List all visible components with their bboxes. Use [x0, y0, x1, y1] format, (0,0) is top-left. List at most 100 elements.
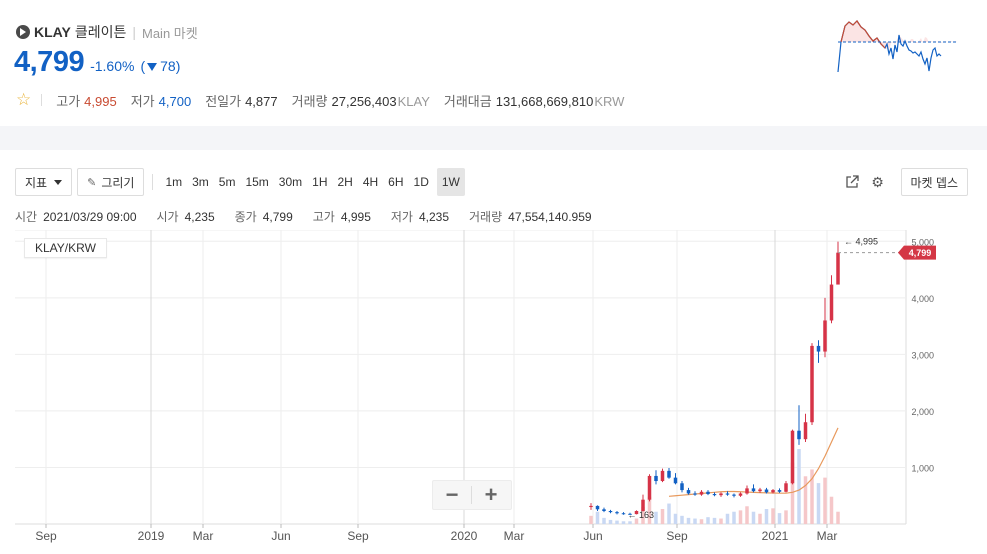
coin-korean-name: 클레이튼	[74, 24, 127, 40]
x-tick-label: Jun	[271, 529, 290, 543]
price-row: 4,799 -1.60% (78)	[14, 46, 180, 79]
interval-2h[interactable]: 2H	[337, 175, 353, 189]
candle-body	[699, 491, 704, 495]
sparkline-up-line	[840, 20, 886, 49]
x-tick-label: Sep	[347, 529, 369, 543]
candle-body	[823, 320, 827, 352]
interval-3m[interactable]: 3m	[192, 175, 209, 189]
x-tick-label: Sep	[35, 529, 57, 543]
volume-bar	[719, 518, 723, 524]
volume-bar	[771, 508, 775, 524]
stat-prev-label: 전일가	[205, 93, 242, 109]
stat-prev-close: 전일가 4,877	[205, 91, 277, 110]
candle-body	[764, 489, 769, 493]
y-tick-label: 5,000	[911, 237, 934, 247]
candle-body	[693, 493, 697, 495]
x-tick-label: 2019	[138, 529, 165, 543]
candle-body	[790, 430, 795, 484]
interval-1h[interactable]: 1H	[312, 175, 328, 189]
volume-bar	[667, 503, 671, 524]
candle-body	[784, 483, 788, 492]
volume-bar	[777, 513, 782, 524]
interval-5m[interactable]: 5m	[218, 175, 236, 189]
candle-body	[758, 489, 762, 492]
x-tick-label: Mar	[817, 529, 838, 543]
caret-down-icon	[54, 179, 63, 185]
candle-body	[595, 505, 600, 510]
ohlc-time-label: 시간	[15, 210, 38, 224]
candlestick-chart[interactable]: 1,000 2,000 3,000 4,000 5,000 Sep 2019 Mar Jun Se…	[0, 230, 987, 554]
coin-symbol: KLAY	[34, 24, 71, 40]
volume-bar	[693, 518, 697, 524]
ohlc-low-label: 저가	[390, 210, 413, 224]
ohlc-high: 고가 4,995	[313, 208, 371, 225]
popout-icon[interactable]	[843, 173, 861, 191]
stat-amount-label: 거래대금	[443, 93, 492, 109]
candle-body	[777, 490, 782, 492]
draw-button[interactable]: ✎ 그리기	[77, 168, 145, 196]
volume-bar	[621, 521, 626, 524]
interval-6h[interactable]: 6H	[388, 175, 404, 189]
min-price-marker: ← 163	[628, 510, 655, 520]
stat-volume-label: 거래량	[291, 93, 328, 109]
stat-low-label: 저가	[130, 93, 155, 109]
interval-4h[interactable]: 4H	[362, 175, 379, 189]
volume-bar	[829, 496, 834, 524]
candle-body	[647, 475, 652, 500]
stat-low-value: 4,700	[158, 93, 192, 109]
market-depth-button[interactable]: 마켓 뎁스	[900, 168, 968, 196]
stat-high-value: 4,995	[84, 93, 117, 109]
volume-bar	[803, 476, 808, 524]
popout-glyph	[845, 175, 859, 188]
interval-1m[interactable]: 1m	[165, 175, 183, 189]
stats-divider	[41, 94, 43, 106]
volume-bar	[680, 515, 684, 524]
sparkline-area	[838, 21, 959, 72]
candle-body	[745, 488, 749, 494]
volume-bar	[706, 517, 710, 524]
volume-bar	[764, 509, 769, 524]
candle-body	[712, 494, 717, 496]
current-price: 4,799	[14, 46, 85, 78]
indicator-dropdown[interactable]: 지표	[15, 168, 73, 196]
candle-body	[589, 505, 593, 508]
favorite-star-icon[interactable]: ☆	[16, 90, 32, 109]
candle-body	[732, 494, 736, 496]
candle-body	[725, 493, 730, 495]
volume-bar	[823, 477, 827, 524]
klaytn-logo-icon	[16, 25, 30, 39]
last-price-tag-label: 4,799	[909, 248, 932, 258]
ohlc-high-value: 4,995	[340, 210, 371, 224]
candle-body	[797, 430, 801, 440]
interval-1w[interactable]: 1W	[436, 168, 465, 196]
toolbar-divider	[152, 174, 154, 190]
zoom-in-button[interactable]: +	[484, 482, 498, 507]
change-amount: (78)	[140, 58, 181, 74]
zoom-out-button[interactable]: −	[445, 482, 459, 507]
interval-30m[interactable]: 30m	[278, 175, 303, 189]
candle-body	[608, 510, 613, 513]
volume-bar	[615, 520, 619, 524]
volume-bar	[647, 496, 652, 524]
volume-bar	[732, 511, 736, 524]
chart-panel: 지표 ✎ 그리기 1m 3m 5m 15m 30m 1H 2H 4H 6H 1D …	[0, 150, 987, 554]
ohlc-volume-value: 47,554,140.959	[508, 210, 592, 224]
candle-body	[836, 252, 840, 285]
stat-amount-value: 131,668,669,810	[495, 93, 594, 109]
zoom-divider	[471, 486, 472, 504]
settings-gear-icon[interactable]: ⚙	[871, 173, 884, 190]
ohlc-low: 저가 4,235	[391, 208, 449, 225]
interval-15m[interactable]: 15m	[245, 175, 269, 189]
volume-bar	[634, 518, 639, 524]
candle-body	[738, 493, 743, 496]
volume-bar	[589, 515, 593, 524]
volume-bar	[673, 513, 678, 524]
candle-body	[751, 488, 756, 492]
candle-body	[673, 477, 678, 484]
stat-prev-value: 4,877	[245, 93, 278, 109]
y-tick-label: 1,000	[911, 463, 934, 473]
toolbar-right: ⚙ 마켓 뎁스	[843, 168, 968, 196]
interval-1d[interactable]: 1D	[413, 175, 429, 189]
volume-bar	[784, 510, 788, 524]
y-tick-label: 3,000	[911, 350, 934, 360]
